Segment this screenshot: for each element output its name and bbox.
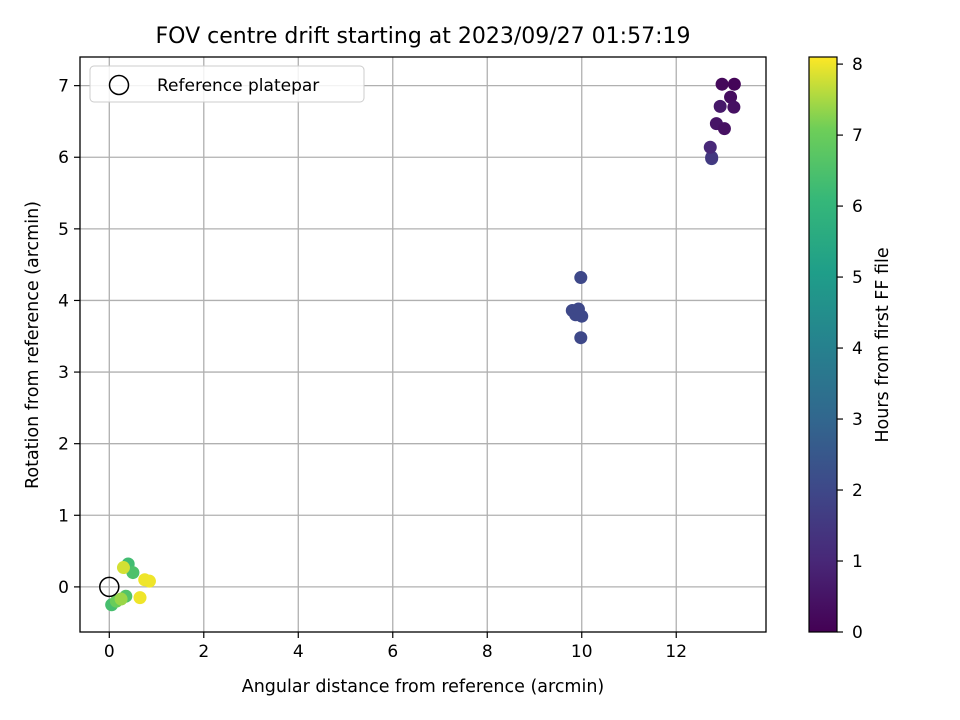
data-point	[116, 561, 130, 575]
x-tick-label: 12	[665, 642, 687, 662]
grid-lines	[80, 57, 766, 632]
x-axis-label: Angular distance from reference (arcmin)	[242, 677, 605, 697]
x-tick-label: 8	[482, 642, 493, 662]
data-point	[705, 150, 719, 164]
data-point	[703, 140, 717, 154]
colorbar-tick-label: 8	[852, 55, 863, 75]
colorbar-tick-label: 1	[852, 552, 863, 572]
y-axis-label: Rotation from reference (arcmin)	[23, 201, 43, 489]
y-tick-label: 7	[58, 77, 69, 97]
data-point	[142, 574, 156, 588]
x-tick-label: 0	[104, 642, 115, 662]
colorbar-ticks: 0 1 2 3 4 5 6 7 8	[837, 55, 863, 643]
y-tick-label: 5	[58, 220, 69, 240]
colorbar-tick-label: 5	[852, 268, 863, 288]
colorbar-tick-label: 4	[852, 339, 863, 359]
data-point	[575, 309, 589, 323]
x-axis-ticks: 0 2 4 6 8 10 12	[104, 632, 687, 662]
colorbar-label: Hours from first FF file	[873, 247, 893, 442]
y-tick-label: 1	[58, 506, 69, 526]
data-point	[727, 100, 741, 114]
data-point	[574, 271, 588, 285]
legend-entry-reference: Reference platepar	[157, 76, 319, 96]
y-axis-ticks: 0 1 2 3 4 5 6 7	[58, 77, 80, 598]
colorbar: 0 1 2 3 4 5 6 7 8 Hours from first FF file	[808, 55, 893, 643]
colorbar-tick-label: 0	[852, 623, 863, 643]
colorbar-gradient	[808, 56, 838, 633]
data-point	[717, 122, 731, 136]
y-tick-label: 2	[58, 435, 69, 455]
y-tick-label: 3	[58, 363, 69, 383]
colorbar-tick-label: 7	[852, 126, 863, 146]
data-point	[727, 77, 741, 91]
chart-title: FOV centre drift starting at 2023/09/27 …	[156, 24, 691, 49]
data-point	[715, 77, 729, 91]
data-point	[133, 591, 147, 605]
colorbar-tick-label: 6	[852, 197, 863, 217]
data-points	[105, 77, 741, 612]
x-tick-label: 10	[571, 642, 593, 662]
x-tick-label: 2	[198, 642, 209, 662]
reference-platepar-marker	[99, 576, 120, 598]
plot-frame	[79, 56, 767, 633]
data-point	[713, 99, 727, 113]
colorbar-tick-label: 3	[852, 410, 863, 430]
data-point	[114, 592, 128, 606]
data-point	[724, 90, 738, 104]
legend: Reference platepar	[89, 65, 365, 103]
legend-box	[89, 65, 365, 103]
x-tick-label: 4	[293, 642, 304, 662]
y-tick-label: 4	[58, 291, 69, 311]
y-tick-label: 0	[58, 578, 69, 598]
legend-marker-icon	[108, 74, 130, 96]
data-point	[574, 331, 588, 345]
x-tick-label: 6	[387, 642, 398, 662]
y-tick-label: 6	[58, 148, 69, 168]
colorbar-tick-label: 2	[852, 481, 863, 501]
